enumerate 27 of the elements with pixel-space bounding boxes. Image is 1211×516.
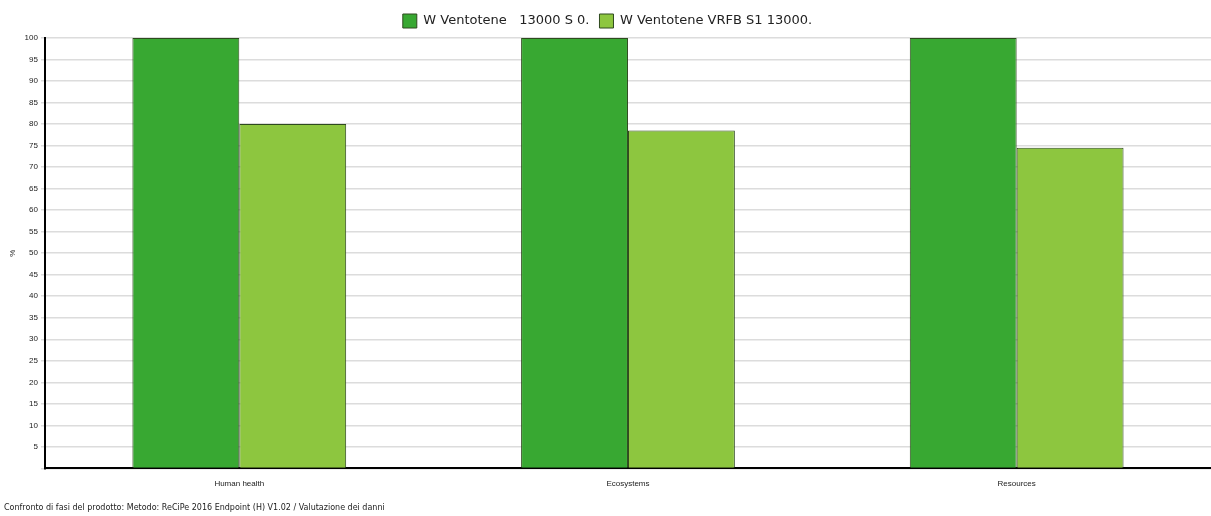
y-tick-label: 60 — [29, 205, 39, 215]
y-tick-label: 90 — [29, 76, 39, 86]
y-axis-title: % — [8, 249, 17, 257]
y-tick-label: 65 — [29, 183, 39, 193]
y-tick-label: 80 — [29, 119, 39, 129]
y-tick-label: 85 — [29, 97, 39, 107]
y-tick-label: 30 — [29, 334, 39, 344]
x-tick-label: Resources — [997, 479, 1036, 489]
y-tick-label: 75 — [29, 140, 39, 150]
y-tick-label: 95 — [29, 54, 39, 64]
y-tick-label: 5 — [33, 442, 39, 452]
legend-label: W Ventotene VRFB S1 13000. — [619, 12, 813, 28]
y-tick-label: 100 — [24, 33, 39, 43]
y-tick-label: 20 — [29, 377, 39, 387]
y-tick-label: 25 — [29, 356, 39, 365]
y-tick-label: 45 — [29, 269, 39, 279]
legend-label: W Ventotene 13000 S 0. — [423, 12, 590, 28]
x-tick-label: Ecosystems — [606, 479, 650, 489]
y-tick-label: 40 — [29, 291, 39, 301]
y-tick-label: 35 — [29, 312, 39, 322]
y-tick-label: 55 — [29, 226, 39, 236]
x-tick-label: Human health — [214, 479, 265, 489]
y-tick-label: 50 — [29, 248, 39, 258]
y-tick-label: 70 — [29, 162, 39, 172]
text: Confronto di fasi del prodotto: Metodo: ReCiPe 2016 Endpoint (H) V1.02 / Valutazione dei danni — [4, 503, 385, 512]
y-tick-label: 15 — [29, 399, 39, 409]
y-tick-label: 10 — [29, 420, 39, 430]
